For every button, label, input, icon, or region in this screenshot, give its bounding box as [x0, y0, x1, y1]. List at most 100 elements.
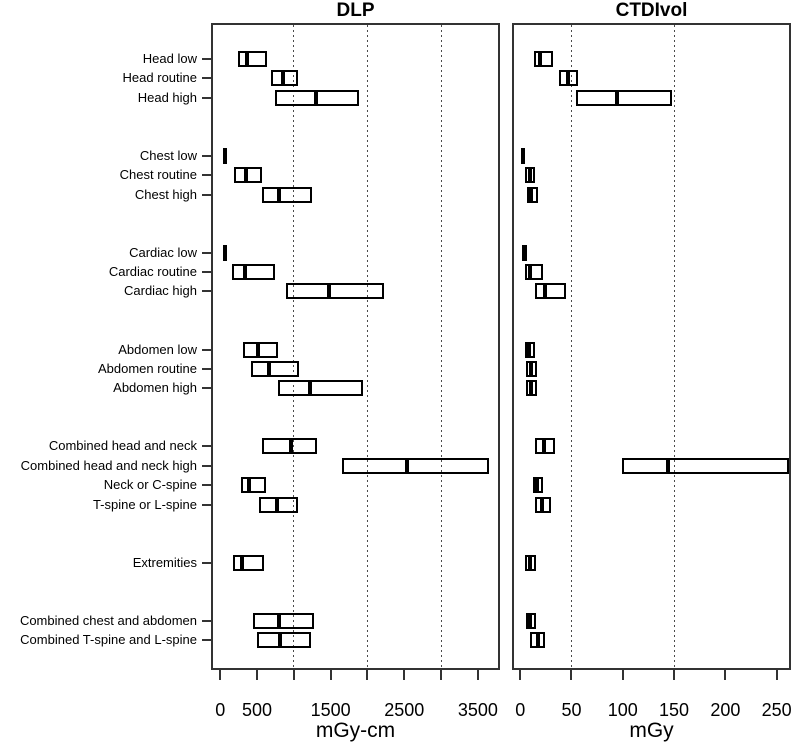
x-tick-ctdivol-0: [519, 670, 522, 680]
x-tick-ctdivol-250: [775, 670, 778, 680]
median-chest-high-dlp: [277, 188, 282, 201]
x-tick-label-dlp-500: 500: [241, 700, 273, 720]
median-combined-head-and-neck-high-dlp: [405, 459, 410, 472]
box-abdomen-routine-ctdivol: [526, 360, 537, 377]
box-head-routine-dlp: [271, 70, 298, 87]
gridline-ctdivol-50: [570, 25, 572, 668]
median-cardiac-high-dlp: [327, 285, 332, 298]
category-label-combined-t-spine-and-l-spine: Combined T-spine and L-spine: [20, 632, 197, 648]
box-combined-chest-and-abdomen-ctdivol: [526, 612, 536, 629]
y-tick-head-high: [202, 96, 211, 99]
box-head-high-dlp: [275, 89, 359, 106]
y-tick-chest-high: [202, 193, 211, 196]
y-tick-combined-head-and-neck-high: [202, 464, 211, 467]
panel-ctdivol: [512, 23, 791, 670]
box-combined-head-and-neck-ctdivol: [534, 438, 556, 455]
box-chest-high-dlp: [262, 186, 312, 203]
x-tick-label-ctdivol-200: 200: [710, 700, 741, 720]
category-label-cardiac-routine: Cardiac routine: [108, 264, 197, 280]
box-cardiac-routine-ctdivol: [525, 264, 543, 281]
x-tick-dlp-1500: [329, 670, 332, 680]
category-label-combined-head-and-neck: Combined head and neck: [48, 438, 197, 454]
category-label-chest-high: Chest high: [134, 186, 197, 202]
category-label-head-low: Head low: [142, 51, 197, 66]
median-chest-routine-ctdivol: [528, 169, 533, 182]
median-combined-t-spine-and-l-spine-dlp: [277, 634, 282, 647]
category-label-combined-chest-and-abdomen: Combined chest and abdomen: [19, 612, 197, 628]
y-tick-cardiac-routine: [202, 271, 211, 274]
x-tick-label-ctdivol-0: 0: [515, 700, 526, 720]
x-tick-ctdivol-150: [673, 670, 676, 680]
median-head-routine-ctdivol: [566, 72, 571, 85]
box-combined-chest-and-abdomen-dlp: [253, 612, 315, 629]
median-combined-t-spine-and-l-spine-ctdivol: [535, 634, 540, 647]
x-tick-dlp-0: [219, 670, 222, 680]
y-tick-abdomen-high: [202, 387, 211, 390]
box-cardiac-routine-dlp: [231, 264, 276, 281]
y-tick-combined-chest-and-abdomen: [202, 619, 211, 622]
category-label-abdomen-routine: Abdomen routine: [97, 360, 197, 376]
gridline-dlp-3000: [440, 25, 442, 668]
median-head-routine-dlp: [280, 72, 285, 85]
x-tick-dlp-3500: [476, 670, 479, 680]
box-abdomen-low-dlp: [243, 341, 278, 358]
median-head-low-ctdivol: [537, 53, 542, 65]
y-tick-neck-or-c-spine: [202, 484, 211, 487]
box-abdomen-high-ctdivol: [526, 380, 537, 397]
box-head-routine-ctdivol: [559, 70, 578, 87]
y-tick-chest-low: [202, 154, 211, 157]
box-extremities-ctdivol: [525, 554, 536, 571]
box-t-spine-or-l-spine-dlp: [258, 496, 299, 513]
gridline-dlp-2000: [366, 25, 368, 668]
median-combined-chest-and-abdomen-dlp: [277, 614, 282, 627]
y-tick-combined-head-and-neck: [202, 445, 211, 448]
median-head-high-ctdivol: [614, 91, 619, 104]
x-tick-label-ctdivol-150: 150: [659, 700, 690, 720]
category-label-head-high: Head high: [137, 89, 197, 105]
median-cardiac-low-dlp: [223, 247, 227, 259]
median-cardiac-high-ctdivol: [542, 285, 547, 298]
y-tick-cardiac-high: [202, 290, 211, 293]
median-combined-head-and-neck-ctdivol: [541, 440, 546, 453]
x-tick-label-ctdivol-250: 250: [761, 700, 792, 720]
median-chest-low-dlp: [223, 150, 227, 162]
median-combined-chest-and-abdomen-ctdivol: [528, 614, 533, 627]
x-tick-label-dlp-3500: 3500: [457, 700, 498, 720]
category-label-chest-routine: Chest routine: [119, 167, 197, 183]
median-combined-head-and-neck-dlp: [288, 440, 293, 453]
box-head-low-dlp: [237, 51, 267, 67]
median-chest-routine-dlp: [243, 169, 248, 182]
x-tick-label-ctdivol-100: 100: [607, 700, 638, 720]
x-tick-dlp-2500: [403, 670, 406, 680]
median-cardiac-routine-dlp: [242, 266, 247, 279]
box-cardiac-low-dlp: [222, 244, 228, 261]
box-abdomen-routine-dlp: [251, 360, 299, 377]
box-combined-head-and-neck-high-ctdivol: [621, 457, 789, 474]
category-label-t-spine-or-l-spine: T-spine or L-spine: [92, 496, 197, 512]
y-tick-extremities: [202, 561, 211, 564]
box-head-low-ctdivol: [533, 51, 554, 67]
median-t-spine-or-l-spine-dlp: [274, 498, 279, 511]
box-neck-or-c-spine-ctdivol: [532, 477, 543, 494]
box-chest-low-dlp: [222, 147, 227, 164]
category-label-extremities: Extremities: [132, 554, 197, 570]
y-tick-abdomen-low: [202, 348, 211, 351]
y-tick-abdomen-routine: [202, 367, 211, 370]
panel-title-ctdivol: CTDIvol: [615, 0, 688, 21]
median-neck-or-c-spine-ctdivol: [534, 479, 539, 492]
category-label-abdomen-low: Abdomen low: [118, 341, 197, 357]
median-abdomen-high-ctdivol: [529, 382, 534, 395]
median-abdomen-high-dlp: [308, 382, 313, 395]
box-neck-or-c-spine-dlp: [241, 477, 266, 494]
y-tick-chest-routine: [202, 174, 211, 177]
category-label-chest-low: Chest low: [139, 147, 197, 163]
y-tick-head-routine: [202, 77, 211, 80]
median-chest-low-ctdivol: [521, 150, 524, 162]
box-cardiac-low-ctdivol: [522, 244, 528, 261]
box-chest-high-ctdivol: [527, 186, 538, 203]
median-neck-or-c-spine-dlp: [246, 479, 251, 492]
x-tick-dlp-3000: [440, 670, 443, 680]
box-chest-routine-ctdivol: [525, 167, 535, 184]
box-combined-t-spine-and-l-spine-ctdivol: [530, 632, 545, 649]
